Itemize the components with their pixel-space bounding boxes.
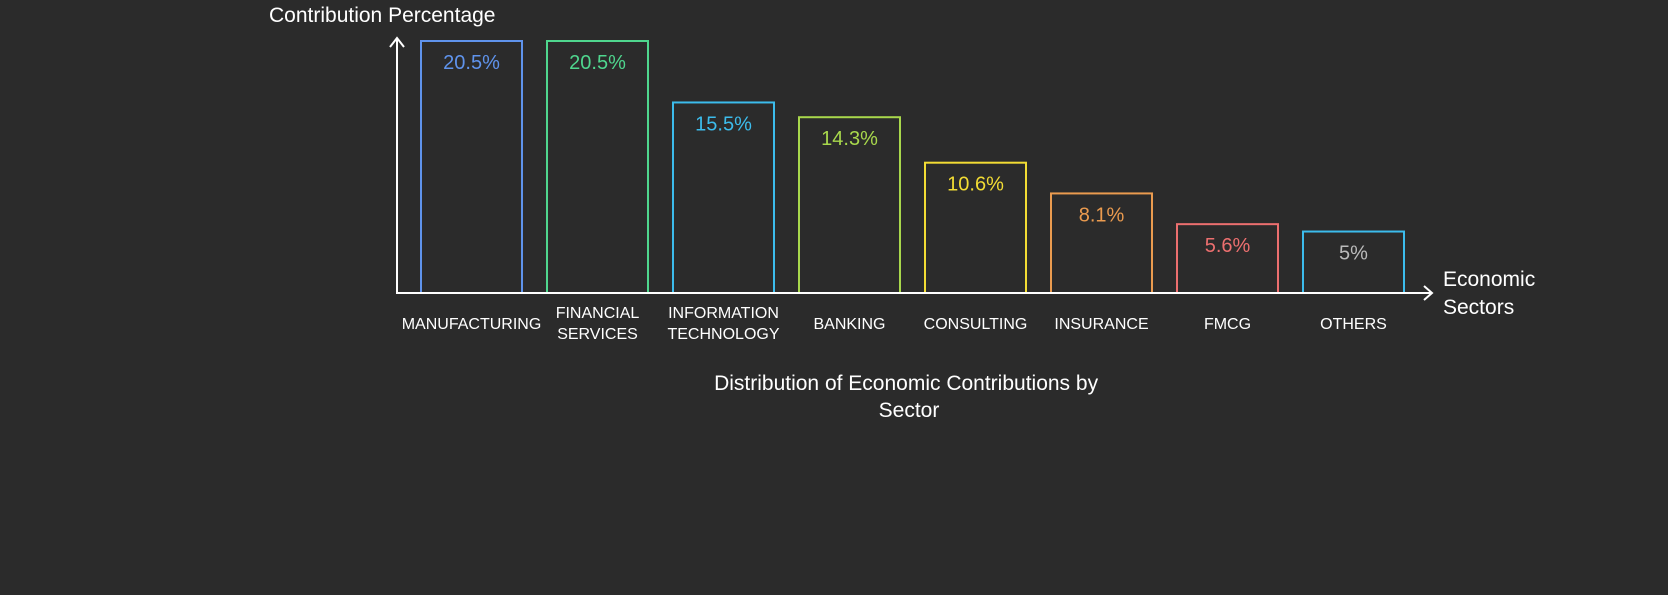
data-label-5: 8.1%	[1079, 204, 1125, 226]
data-label-4: 10.6%	[947, 174, 1004, 196]
bar-0	[420, 40, 523, 294]
x-tick-label-5: INSURANCE	[1054, 316, 1148, 333]
data-label-7: 5%	[1339, 243, 1368, 265]
data-label-3: 14.3%	[821, 128, 878, 150]
data-label-6: 5.6%	[1205, 235, 1251, 257]
x-tick-label-0: MANUFACTURING	[402, 316, 542, 333]
x-tick-label-1: FINANCIAL SERVICES	[556, 305, 640, 343]
data-label-2: 15.5%	[695, 113, 752, 135]
y-axis-label: Contribution Percentage	[269, 4, 495, 27]
x-axis-label: Economic Sectors	[1443, 268, 1541, 319]
x-tick-label-3: BANKING	[813, 316, 885, 333]
x-tick-label-4: CONSULTING	[924, 316, 1028, 333]
bar-1	[546, 40, 649, 294]
x-tick-label-2: INFORMATION TECHNOLOGY	[667, 305, 779, 343]
chart-title: Distribution of Economic Contributions b…	[714, 372, 1104, 422]
data-label-0: 20.5%	[443, 52, 500, 74]
x-axis-arrowhead	[1423, 285, 1434, 301]
x-tick-label-7: OTHERS	[1320, 316, 1387, 333]
x-tick-label-6: FMCG	[1204, 316, 1251, 333]
data-label-1: 20.5%	[569, 52, 626, 74]
y-axis-arrowhead	[389, 36, 405, 48]
